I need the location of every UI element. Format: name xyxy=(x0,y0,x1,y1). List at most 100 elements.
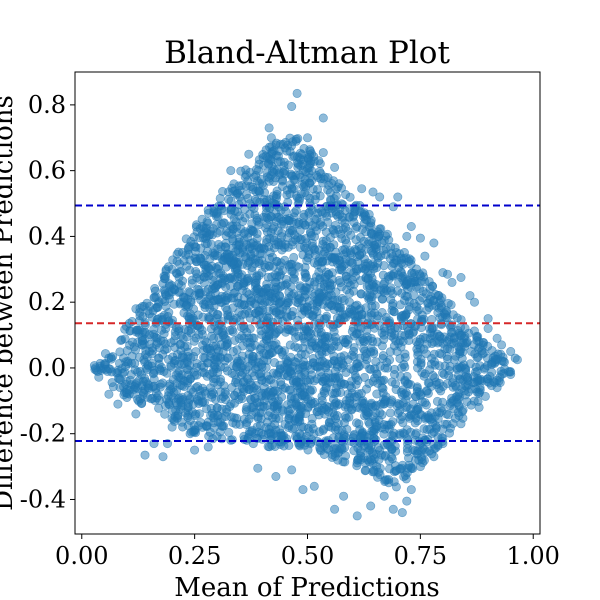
x-tick-label: 0.00 xyxy=(55,542,108,570)
data-point xyxy=(408,328,418,338)
data-point xyxy=(361,406,371,416)
data-point xyxy=(393,192,403,202)
data-point xyxy=(221,302,231,312)
data-point xyxy=(332,380,342,390)
data-point xyxy=(378,353,388,363)
y-tick-label: 0.6 xyxy=(28,157,66,185)
data-point xyxy=(319,403,329,413)
data-point xyxy=(385,347,395,357)
data-point xyxy=(396,258,406,268)
data-point xyxy=(357,310,367,320)
data-point xyxy=(431,422,441,432)
data-point xyxy=(250,286,260,296)
x-tick-label: 0.75 xyxy=(394,542,447,570)
y-axis: -0.4 -0.2 0.0 0.2 0.4 0.6 0.8 xyxy=(20,91,75,513)
data-point xyxy=(294,320,304,330)
data-point xyxy=(266,212,276,222)
data-point xyxy=(224,273,234,283)
data-point xyxy=(329,194,339,204)
reference-lines xyxy=(75,204,540,442)
data-point xyxy=(321,340,331,350)
data-point xyxy=(287,266,297,276)
data-point xyxy=(469,396,479,406)
data-point xyxy=(191,347,201,357)
data-point xyxy=(178,248,188,258)
data-point xyxy=(368,187,378,197)
data-point xyxy=(236,272,246,282)
data-point xyxy=(203,205,213,215)
data-point xyxy=(466,346,476,356)
data-point xyxy=(510,353,520,363)
data-point xyxy=(211,355,221,365)
data-point xyxy=(179,292,189,302)
data-point xyxy=(277,232,287,242)
data-point xyxy=(104,389,114,399)
data-point xyxy=(212,228,222,238)
data-point xyxy=(261,151,271,161)
data-point xyxy=(306,399,316,409)
data-point xyxy=(496,366,506,376)
data-point xyxy=(344,412,354,422)
data-point xyxy=(430,289,440,299)
data-point xyxy=(242,240,252,250)
data-point xyxy=(258,160,268,170)
data-point xyxy=(230,335,240,345)
data-point xyxy=(173,409,183,419)
data-point xyxy=(213,251,223,261)
data-point xyxy=(198,397,208,407)
data-point xyxy=(328,225,338,235)
data-point xyxy=(290,415,300,425)
data-point xyxy=(438,381,448,391)
data-point xyxy=(245,426,255,436)
data-point xyxy=(206,345,216,355)
data-point xyxy=(218,347,228,357)
y-tick-label: 0.2 xyxy=(28,288,66,316)
data-point xyxy=(299,209,309,219)
data-point xyxy=(451,382,461,392)
data-point xyxy=(357,184,367,194)
data-point xyxy=(292,381,302,391)
data-point xyxy=(355,232,365,242)
data-point xyxy=(506,369,516,379)
data-point xyxy=(384,456,394,466)
data-point xyxy=(336,303,346,313)
data-point xyxy=(232,353,242,363)
data-point xyxy=(338,224,348,234)
data-point xyxy=(365,454,375,464)
data-point xyxy=(356,289,366,299)
data-point xyxy=(341,367,351,377)
data-point xyxy=(429,238,439,248)
data-point xyxy=(179,358,189,368)
data-point xyxy=(375,192,385,202)
data-point xyxy=(400,470,410,480)
data-point xyxy=(334,341,344,351)
data-point xyxy=(266,133,276,143)
data-point xyxy=(227,183,237,193)
data-point xyxy=(443,298,453,308)
data-point xyxy=(287,184,297,194)
data-point xyxy=(113,399,123,409)
data-point xyxy=(300,361,310,371)
data-point xyxy=(167,422,177,432)
data-point xyxy=(302,163,312,173)
data-point xyxy=(395,400,405,410)
data-point xyxy=(423,378,433,388)
data-point xyxy=(262,279,272,289)
data-point xyxy=(189,336,199,346)
data-point xyxy=(244,149,254,159)
data-point xyxy=(287,465,297,475)
data-point xyxy=(335,209,345,219)
data-point xyxy=(305,385,315,395)
data-point xyxy=(318,148,328,158)
data-point xyxy=(404,305,414,315)
data-point xyxy=(253,463,263,473)
data-point xyxy=(429,452,439,462)
data-point xyxy=(274,368,284,378)
data-point xyxy=(321,382,331,392)
data-point xyxy=(304,326,314,336)
data-point xyxy=(386,242,396,252)
data-point xyxy=(359,398,369,408)
data-point xyxy=(304,296,314,306)
data-point xyxy=(271,471,281,481)
data-point xyxy=(413,340,423,350)
